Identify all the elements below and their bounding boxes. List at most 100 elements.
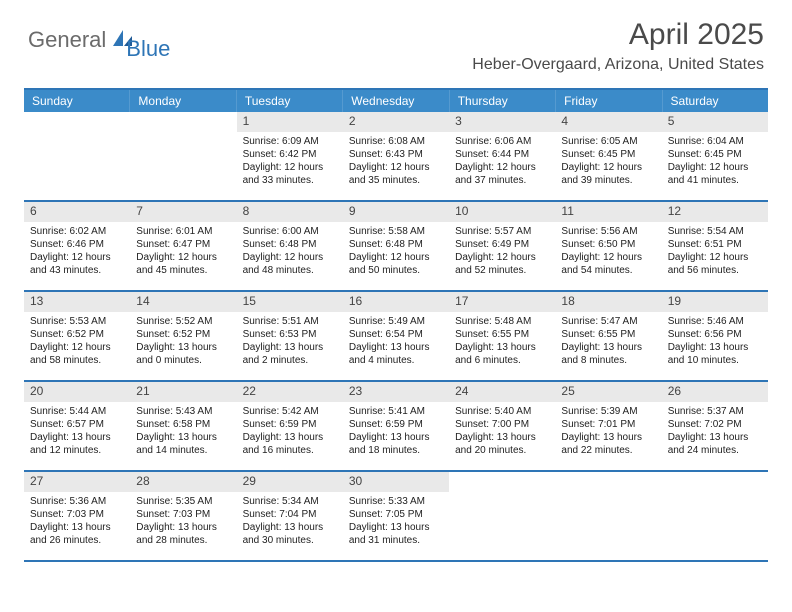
detail-line: and 26 minutes. <box>30 534 124 547</box>
day-details: Sunrise: 5:49 AMSunset: 6:54 PMDaylight:… <box>343 312 449 373</box>
detail-line: and 48 minutes. <box>243 264 337 277</box>
day-details: Sunrise: 5:40 AMSunset: 7:00 PMDaylight:… <box>449 402 555 463</box>
day-cell: 17Sunrise: 5:48 AMSunset: 6:55 PMDayligh… <box>449 292 555 380</box>
day-details: Sunrise: 5:57 AMSunset: 6:49 PMDaylight:… <box>449 222 555 283</box>
day-cell: 18Sunrise: 5:47 AMSunset: 6:55 PMDayligh… <box>555 292 661 380</box>
detail-line: Sunset: 6:55 PM <box>561 328 655 341</box>
detail-line: and 31 minutes. <box>349 534 443 547</box>
detail-line: Sunset: 7:05 PM <box>349 508 443 521</box>
detail-line: Sunset: 6:46 PM <box>30 238 124 251</box>
detail-line: Sunrise: 5:57 AM <box>455 225 549 238</box>
day-cell: 25Sunrise: 5:39 AMSunset: 7:01 PMDayligh… <box>555 382 661 470</box>
day-number: 18 <box>555 292 661 312</box>
day-details: Sunrise: 5:34 AMSunset: 7:04 PMDaylight:… <box>237 492 343 553</box>
detail-line: Sunset: 7:04 PM <box>243 508 337 521</box>
logo-text-blue: Blue <box>126 36 170 62</box>
day-cell: . <box>662 472 768 560</box>
detail-line: and 0 minutes. <box>136 354 230 367</box>
day-details: Sunrise: 5:48 AMSunset: 6:55 PMDaylight:… <box>449 312 555 373</box>
detail-line: Sunrise: 5:35 AM <box>136 495 230 508</box>
detail-line: Daylight: 13 hours <box>668 431 762 444</box>
day-details: Sunrise: 5:37 AMSunset: 7:02 PMDaylight:… <box>662 402 768 463</box>
detail-line: Daylight: 13 hours <box>243 521 337 534</box>
detail-line: Sunset: 6:47 PM <box>136 238 230 251</box>
detail-line: Sunset: 6:52 PM <box>30 328 124 341</box>
detail-line: Sunset: 6:55 PM <box>455 328 549 341</box>
detail-line: and 33 minutes. <box>243 174 337 187</box>
detail-line: Sunset: 6:52 PM <box>136 328 230 341</box>
day-number: 7 <box>130 202 236 222</box>
day-cell: . <box>130 112 236 200</box>
day-number: 26 <box>662 382 768 402</box>
detail-line: Daylight: 12 hours <box>561 251 655 264</box>
detail-line: Sunrise: 5:42 AM <box>243 405 337 418</box>
day-details: Sunrise: 5:41 AMSunset: 6:59 PMDaylight:… <box>343 402 449 463</box>
detail-line: Sunrise: 6:09 AM <box>243 135 337 148</box>
day-cell: 24Sunrise: 5:40 AMSunset: 7:00 PMDayligh… <box>449 382 555 470</box>
detail-line: Daylight: 12 hours <box>349 161 443 174</box>
day-details: Sunrise: 6:08 AMSunset: 6:43 PMDaylight:… <box>343 132 449 193</box>
day-number: 28 <box>130 472 236 492</box>
day-cell: . <box>449 472 555 560</box>
day-details: Sunrise: 6:02 AMSunset: 6:46 PMDaylight:… <box>24 222 130 283</box>
detail-line: and 30 minutes. <box>243 534 337 547</box>
day-number: 24 <box>449 382 555 402</box>
day-details: Sunrise: 5:54 AMSunset: 6:51 PMDaylight:… <box>662 222 768 283</box>
day-cell: 8Sunrise: 6:00 AMSunset: 6:48 PMDaylight… <box>237 202 343 290</box>
day-cell: 12Sunrise: 5:54 AMSunset: 6:51 PMDayligh… <box>662 202 768 290</box>
week-row: 20Sunrise: 5:44 AMSunset: 6:57 PMDayligh… <box>24 382 768 472</box>
detail-line: Sunset: 6:58 PM <box>136 418 230 431</box>
detail-line: Daylight: 12 hours <box>668 161 762 174</box>
day-number: 15 <box>237 292 343 312</box>
day-cell: . <box>555 472 661 560</box>
detail-line: Sunset: 6:56 PM <box>668 328 762 341</box>
day-details: Sunrise: 5:39 AMSunset: 7:01 PMDaylight:… <box>555 402 661 463</box>
day-details <box>555 492 661 501</box>
day-details: Sunrise: 5:43 AMSunset: 6:58 PMDaylight:… <box>130 402 236 463</box>
month-title: April 2025 <box>472 18 764 52</box>
day-details: Sunrise: 5:53 AMSunset: 6:52 PMDaylight:… <box>24 312 130 373</box>
detail-line: Sunrise: 5:51 AM <box>243 315 337 328</box>
day-cell: 7Sunrise: 6:01 AMSunset: 6:47 PMDaylight… <box>130 202 236 290</box>
detail-line: Daylight: 13 hours <box>349 341 443 354</box>
detail-line: and 43 minutes. <box>30 264 124 277</box>
day-number: 20 <box>24 382 130 402</box>
detail-line: Sunset: 6:57 PM <box>30 418 124 431</box>
day-details: Sunrise: 5:44 AMSunset: 6:57 PMDaylight:… <box>24 402 130 463</box>
day-number: 29 <box>237 472 343 492</box>
detail-line: Daylight: 13 hours <box>561 431 655 444</box>
day-details: Sunrise: 5:58 AMSunset: 6:48 PMDaylight:… <box>343 222 449 283</box>
detail-line: Sunrise: 5:36 AM <box>30 495 124 508</box>
day-details: Sunrise: 6:04 AMSunset: 6:45 PMDaylight:… <box>662 132 768 193</box>
detail-line: Daylight: 13 hours <box>561 341 655 354</box>
detail-line: and 16 minutes. <box>243 444 337 457</box>
detail-line: Daylight: 13 hours <box>30 521 124 534</box>
detail-line: Daylight: 12 hours <box>668 251 762 264</box>
day-header: Sunday <box>24 90 130 112</box>
detail-line: Sunrise: 5:54 AM <box>668 225 762 238</box>
day-details: Sunrise: 5:47 AMSunset: 6:55 PMDaylight:… <box>555 312 661 373</box>
day-cell: 4Sunrise: 6:05 AMSunset: 6:45 PMDaylight… <box>555 112 661 200</box>
detail-line: Sunrise: 5:37 AM <box>668 405 762 418</box>
day-number: 11 <box>555 202 661 222</box>
day-cell: 27Sunrise: 5:36 AMSunset: 7:03 PMDayligh… <box>24 472 130 560</box>
detail-line: Daylight: 12 hours <box>30 341 124 354</box>
day-cell: 14Sunrise: 5:52 AMSunset: 6:52 PMDayligh… <box>130 292 236 380</box>
day-details <box>449 492 555 501</box>
detail-line: and 20 minutes. <box>455 444 549 457</box>
detail-line: and 24 minutes. <box>668 444 762 457</box>
title-block: April 2025 Heber-Overgaard, Arizona, Uni… <box>472 18 764 74</box>
logo-text-general: General <box>28 27 106 53</box>
detail-line: Daylight: 13 hours <box>136 521 230 534</box>
header: General Blue April 2025 Heber-Overgaard,… <box>0 0 792 78</box>
detail-line: Sunrise: 6:02 AM <box>30 225 124 238</box>
detail-line: Daylight: 12 hours <box>349 251 443 264</box>
day-details: Sunrise: 6:01 AMSunset: 6:47 PMDaylight:… <box>130 222 236 283</box>
detail-line: Sunset: 6:42 PM <box>243 148 337 161</box>
day-number: 25 <box>555 382 661 402</box>
detail-line: Sunrise: 5:49 AM <box>349 315 443 328</box>
detail-line: Daylight: 12 hours <box>455 161 549 174</box>
day-cell: 16Sunrise: 5:49 AMSunset: 6:54 PMDayligh… <box>343 292 449 380</box>
day-cell: 9Sunrise: 5:58 AMSunset: 6:48 PMDaylight… <box>343 202 449 290</box>
detail-line: Sunset: 7:03 PM <box>30 508 124 521</box>
